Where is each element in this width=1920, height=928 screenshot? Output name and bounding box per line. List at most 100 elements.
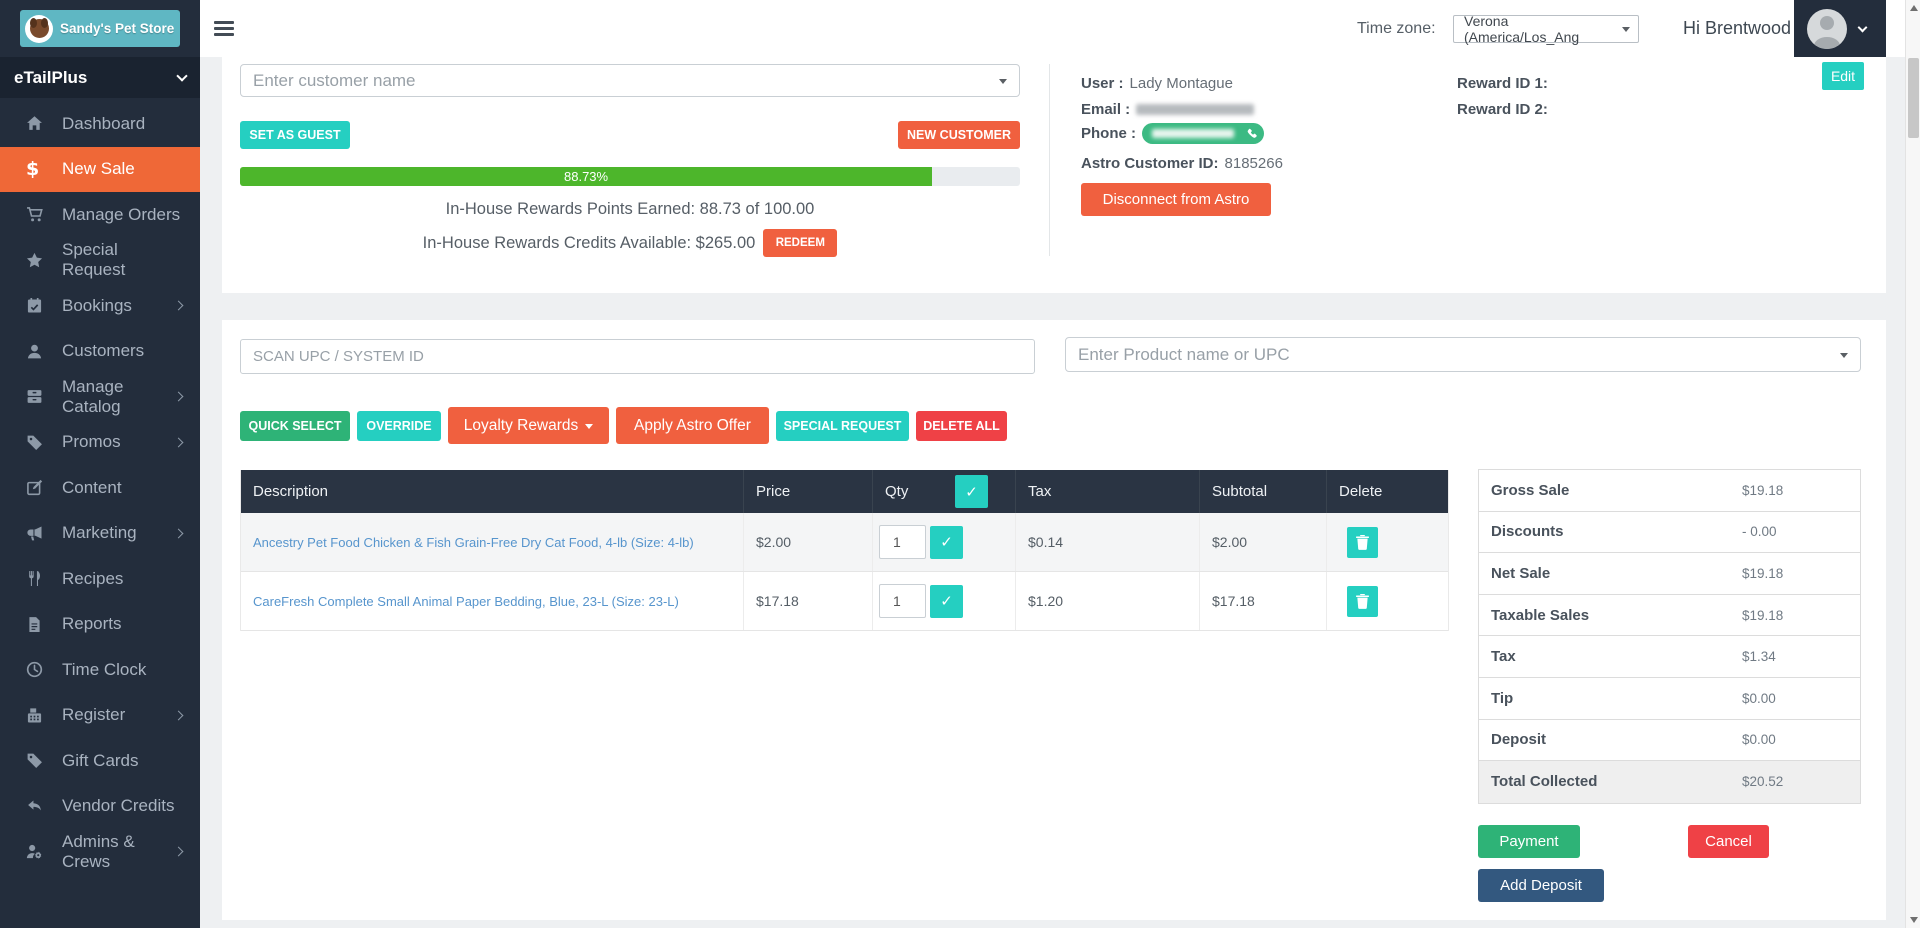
table-header-row: Description Price Qty ✓ Tax Subtotal Del…: [241, 470, 1448, 513]
page-scrollbar[interactable]: [1905, 0, 1920, 928]
item-description-link[interactable]: CareFresh Complete Small Animal Paper Be…: [253, 593, 679, 609]
summary-row: Deposit $0.00: [1479, 720, 1860, 762]
check-icon: ✓: [940, 533, 953, 551]
sidebar: Sandy's Pet Store eTailPlus Dashboard $ …: [0, 0, 200, 928]
chevron-down-icon: [1622, 27, 1630, 32]
col-price: Price: [744, 470, 873, 513]
user-gear-icon: [26, 843, 48, 860]
sidebar-item-register[interactable]: Register: [0, 693, 200, 739]
redacted-email: [1136, 104, 1255, 115]
sidebar-item-content[interactable]: Content: [0, 465, 200, 511]
item-price: $17.18: [744, 572, 873, 630]
col-qty: Qty ✓: [873, 470, 1016, 513]
utensils-icon: [26, 570, 48, 587]
credits-available-text: In-House Rewards Credits Available: $265…: [422, 233, 756, 252]
phone-icon: [1247, 128, 1257, 138]
edit-icon: [26, 479, 48, 496]
sidebar-item-admins-crews[interactable]: Admins & Crews: [0, 829, 200, 875]
apply-astro-offer-button[interactable]: Apply Astro Offer: [616, 407, 769, 444]
rewards-progress-fill: 88.73%: [240, 167, 933, 186]
sidebar-item-dashboard[interactable]: Dashboard: [0, 101, 200, 147]
scrollbar-thumb[interactable]: [1908, 58, 1919, 138]
account-menu[interactable]: [1794, 0, 1886, 57]
loyalty-rewards-dropdown[interactable]: Loyalty Rewards: [448, 407, 609, 444]
item-subtotal: $17.18: [1200, 572, 1327, 630]
sidebar-item-manage-orders[interactable]: Manage Orders: [0, 192, 200, 238]
sidebar-item-promos[interactable]: Promos: [0, 420, 200, 466]
set-as-guest-button[interactable]: SET AS GUEST: [240, 121, 350, 149]
quick-select-button[interactable]: QUICK SELECT: [240, 411, 350, 441]
megaphone-icon: [26, 525, 48, 542]
apply-qty-button[interactable]: ✓: [930, 584, 963, 618]
delete-all-button[interactable]: DELETE ALL: [916, 411, 1007, 441]
summary-row: Gross Sale $19.18: [1479, 470, 1860, 512]
reward-id-2-label: Reward ID 2:: [1457, 101, 1548, 118]
item-description-link[interactable]: Ancestry Pet Food Chicken & Fish Grain-F…: [253, 534, 694, 550]
report-icon: [26, 616, 48, 633]
product-search-select[interactable]: Enter Product name or UPC: [1065, 337, 1861, 372]
email-row: Email :: [1081, 101, 1255, 118]
tag-icon: [26, 434, 48, 451]
cart-icon: [26, 206, 48, 223]
col-delete: Delete: [1339, 483, 1383, 500]
override-button[interactable]: OVERRIDE: [357, 411, 441, 441]
avatar: [1807, 8, 1847, 49]
app-switcher[interactable]: eTailPlus: [0, 57, 200, 98]
sale-panel: Enter Product name or UPC QUICK SELECT O…: [222, 320, 1886, 920]
payment-button[interactable]: Payment: [1478, 825, 1580, 858]
scroll-down-arrow-icon[interactable]: [1906, 912, 1920, 928]
customer-panel: Enter customer name SET AS GUEST NEW CUS…: [222, 57, 1886, 293]
hamburger-menu-icon[interactable]: [214, 21, 234, 39]
sidebar-item-manage-catalog[interactable]: Manage Catalog: [0, 374, 200, 420]
col-subtotal: Subtotal: [1200, 470, 1327, 513]
scroll-up-arrow-icon[interactable]: [1906, 0, 1920, 16]
edit-button[interactable]: Edit: [1822, 62, 1864, 90]
sidebar-item-reports[interactable]: Reports: [0, 602, 200, 648]
store-name: Sandy's Pet Store: [60, 21, 175, 36]
add-deposit-button[interactable]: Add Deposit: [1478, 869, 1604, 902]
sidebar-item-customers[interactable]: Customers: [0, 329, 200, 375]
summary-row: Net Sale $19.18: [1479, 553, 1860, 595]
qty-input[interactable]: [879, 584, 926, 618]
chevron-right-icon: [173, 710, 184, 721]
points-earned-text: In-House Rewards Points Earned: 88.73 of…: [445, 200, 815, 218]
apply-all-qty-button[interactable]: ✓: [955, 475, 988, 508]
customer-name-select[interactable]: Enter customer name: [240, 64, 1020, 97]
trash-icon: [1356, 593, 1369, 609]
store-logo[interactable]: Sandy's Pet Store: [20, 10, 180, 47]
app-name: eTailPlus: [14, 67, 88, 87]
qty-input[interactable]: [879, 525, 926, 559]
cancel-button[interactable]: Cancel: [1688, 825, 1769, 858]
totals-summary: Gross Sale $19.18 Discounts - 0.00 Net Sal…: [1478, 469, 1861, 804]
trash-icon: [1356, 534, 1369, 550]
disconnect-astro-button[interactable]: Disconnect from Astro: [1081, 183, 1271, 216]
logo-wrap: Sandy's Pet Store: [0, 0, 200, 57]
sidebar-item-special-request[interactable]: Special Request: [0, 238, 200, 284]
sidebar-item-bookings[interactable]: Bookings: [0, 283, 200, 329]
tag-icon: [26, 752, 48, 769]
reward-id-1-label: Reward ID 1:: [1457, 75, 1548, 92]
special-request-button[interactable]: SPECIAL REQUEST: [776, 411, 909, 441]
delete-item-button[interactable]: [1347, 585, 1378, 617]
phone-badge[interactable]: [1142, 123, 1264, 144]
delete-item-button[interactable]: [1347, 526, 1378, 558]
sidebar-item-recipes[interactable]: Recipes: [0, 556, 200, 602]
sidebar-item-gift-cards[interactable]: Gift Cards: [0, 738, 200, 784]
new-customer-button[interactable]: NEW CUSTOMER: [898, 121, 1020, 149]
summary-row: Discounts - 0.00: [1479, 512, 1860, 554]
sidebar-item-new-sale[interactable]: $ New Sale: [0, 146, 200, 192]
vertical-divider: [1049, 64, 1050, 256]
table-row: CareFresh Complete Small Animal Paper Be…: [241, 572, 1448, 631]
sidebar-item-marketing[interactable]: Marketing: [0, 511, 200, 557]
sidebar-item-time-clock[interactable]: Time Clock: [0, 647, 200, 693]
clock-icon: [26, 661, 48, 678]
apply-qty-button[interactable]: ✓: [930, 525, 963, 559]
timezone-select[interactable]: Verona (America/Los_Ang: [1453, 13, 1639, 45]
product-search-placeholder: Enter Product name or UPC: [1078, 344, 1290, 364]
redeem-button[interactable]: REDEEM: [763, 229, 838, 257]
astro-id-value: 8185266: [1224, 155, 1283, 172]
user-greeting: Hi Brentwood: [1683, 18, 1792, 38]
sidebar-item-vendor-credits[interactable]: Vendor Credits: [0, 784, 200, 830]
scan-upc-input[interactable]: [240, 339, 1035, 374]
rewards-progress-label: 88.73%: [564, 169, 609, 184]
